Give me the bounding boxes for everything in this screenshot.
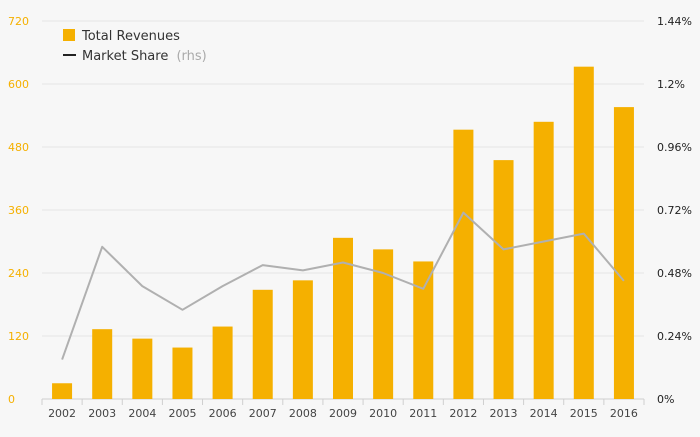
left-tick-label: 480 bbox=[8, 141, 29, 154]
right-tick-label: 0.96% bbox=[657, 141, 692, 154]
left-tick-label: 240 bbox=[8, 267, 29, 280]
legend-label-market-share: Market Share (rhs) bbox=[82, 49, 207, 64]
bar-revenue-2012 bbox=[453, 130, 473, 399]
legend-label-market-share-name: Market Share bbox=[82, 49, 168, 64]
left-tick-label: 0 bbox=[8, 393, 15, 406]
x-tick-label: 2004 bbox=[128, 407, 156, 420]
bar-revenue-2004 bbox=[132, 339, 152, 399]
bar-revenue-2007 bbox=[253, 290, 273, 399]
x-axis: 2002 2003 2004 2005 2006 2007 2008 2009 2010 2011… bbox=[42, 399, 644, 420]
left-tick-label: 360 bbox=[8, 204, 29, 217]
legend-label-revenues: Total Revenues bbox=[81, 29, 180, 44]
right-y-axis: 0% 0.24% 0.48% 0.72% 0.96% 1.2% 1.44% bbox=[657, 15, 692, 406]
left-y-axis: 0 120 240 360 480 600 720 bbox=[8, 15, 29, 406]
right-tick-label: 0.24% bbox=[657, 330, 692, 343]
bar-revenue-2005 bbox=[172, 348, 192, 399]
legend-swatch-revenues bbox=[63, 29, 75, 41]
left-tick-label: 600 bbox=[8, 78, 29, 91]
left-tick-label: 720 bbox=[8, 15, 29, 28]
bar-revenue-2008 bbox=[293, 280, 313, 399]
bar-revenue-2011 bbox=[413, 261, 433, 399]
x-tick-label: 2010 bbox=[369, 407, 397, 420]
x-tick-label: 2006 bbox=[209, 407, 237, 420]
x-tick-label: 2012 bbox=[449, 407, 477, 420]
right-tick-label: 1.44% bbox=[657, 15, 692, 28]
x-tick-label: 2009 bbox=[329, 407, 357, 420]
left-tick-label: 120 bbox=[8, 330, 29, 343]
x-tick-label: 2015 bbox=[570, 407, 598, 420]
legend-label-market-share-suffix: (rhs) bbox=[176, 49, 206, 64]
right-tick-label: 0.72% bbox=[657, 204, 692, 217]
x-tick-label: 2014 bbox=[530, 407, 558, 420]
x-tick-label: 2011 bbox=[409, 407, 437, 420]
legend: Total Revenues Market Share (rhs) bbox=[63, 29, 207, 64]
bar-revenue-2014 bbox=[534, 122, 554, 399]
bar-revenue-2006 bbox=[213, 327, 233, 399]
revenue-bars bbox=[52, 67, 634, 399]
bar-revenue-2002 bbox=[52, 383, 72, 399]
x-tick-label: 2008 bbox=[289, 407, 317, 420]
x-tick-label: 2003 bbox=[88, 407, 116, 420]
right-tick-label: 0% bbox=[657, 393, 674, 406]
x-tick-label: 2005 bbox=[168, 407, 196, 420]
x-tick-label: 2002 bbox=[48, 407, 76, 420]
bar-revenue-2003 bbox=[92, 329, 112, 399]
x-tick-label: 2013 bbox=[490, 407, 518, 420]
right-tick-label: 1.2% bbox=[657, 78, 685, 91]
x-tick-label: 2007 bbox=[249, 407, 277, 420]
bar-revenue-2013 bbox=[494, 160, 514, 399]
bar-revenue-2016 bbox=[614, 107, 634, 399]
right-tick-label: 0.48% bbox=[657, 267, 692, 280]
x-tick-label: 2016 bbox=[610, 407, 638, 420]
